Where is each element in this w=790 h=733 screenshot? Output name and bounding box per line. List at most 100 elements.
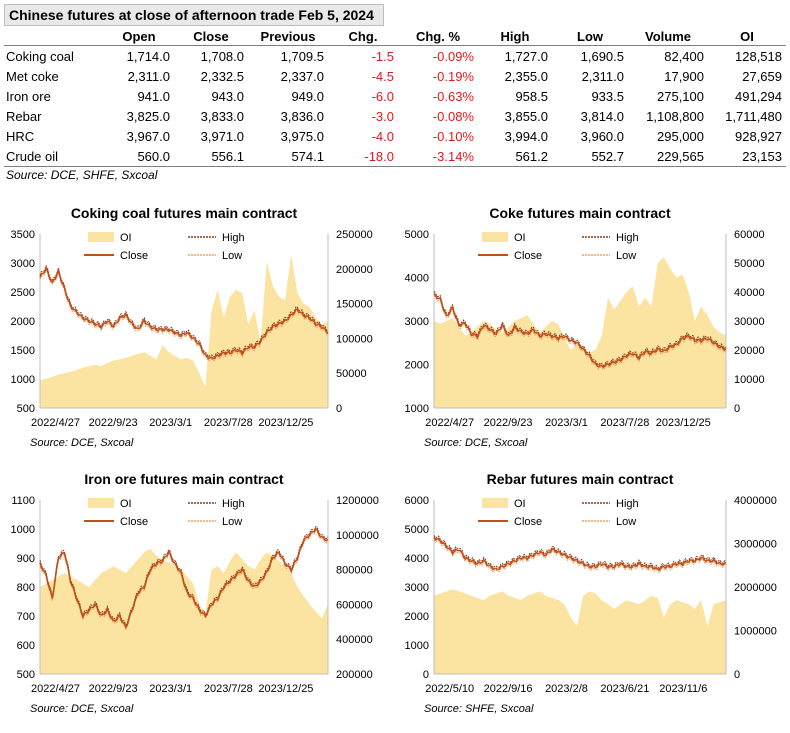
close-line xyxy=(39,266,329,360)
y-left-tick-label: 700 xyxy=(17,611,35,623)
table-cell: -3.0 xyxy=(371,108,394,124)
y-left-tick-label: 800 xyxy=(17,582,35,594)
chart-title: Coking coal futures main contract xyxy=(71,205,298,221)
y-left-tick-label: 500 xyxy=(17,669,35,681)
commodity-name: Coking coal xyxy=(6,48,74,64)
table-cell: 943.0 xyxy=(211,88,244,104)
table-source: Source: DCE, SHFE, Sxcoal xyxy=(6,168,158,182)
x-tick-label: 2023/7/28 xyxy=(204,417,253,429)
table-cell: 295,000 xyxy=(657,128,704,144)
table-cell: 491,294 xyxy=(735,88,782,104)
y-left-tick-label: 1000 xyxy=(11,524,35,536)
y-left-tick-label: 1000 xyxy=(405,640,429,652)
low-line xyxy=(433,295,727,371)
iron-ore-chart-svg: Iron ore futures main contract 500 600 700 8… xyxy=(11,471,379,715)
legend-low-label: Low xyxy=(616,516,636,528)
table-cell: 958.5 xyxy=(515,88,548,104)
y-right-tick-label: 20000 xyxy=(734,345,765,357)
low-line xyxy=(39,530,329,631)
x-tick-label: 2022/9/16 xyxy=(484,683,533,695)
y-right-tick-label: 0 xyxy=(734,403,740,415)
table-cell: 82,400 xyxy=(664,48,704,64)
table-cell: -0.19% xyxy=(432,68,474,84)
table-cell: 949.0 xyxy=(291,88,324,104)
y-left-tick-label: 2500 xyxy=(11,287,35,299)
x-tick-label: 2023/12/25 xyxy=(258,417,313,429)
y-left-tick-label: 500 xyxy=(17,403,35,415)
chart-title: Rebar futures main contract xyxy=(487,471,674,487)
table-cell: 3,960.0 xyxy=(580,128,624,144)
legend-close-label: Close xyxy=(120,516,148,528)
x-tick-label: 2022/9/23 xyxy=(89,683,138,695)
table-cell: 552.7 xyxy=(552,146,628,167)
legend-high-label: High xyxy=(616,232,639,244)
y-right-tick-label: 50000 xyxy=(336,368,367,380)
table-header-row: Open Close Previous Chg. Chg. % High Low… xyxy=(4,27,786,46)
col-header: Open xyxy=(104,27,174,46)
x-tick-label: 2023/3/1 xyxy=(545,417,588,429)
chart-title: Iron ore futures main contract xyxy=(84,471,283,487)
table-cell: 1,690.5 xyxy=(580,48,624,64)
x-tick-label: 2022/9/23 xyxy=(484,417,533,429)
y-left-tick-label: 3000 xyxy=(405,582,429,594)
y-left-tick-label: 3500 xyxy=(11,229,35,241)
table-cell: 928,927 xyxy=(735,128,782,144)
table-cell: 1,714.0 xyxy=(126,48,170,64)
table-cell: 3,814.0 xyxy=(580,108,624,124)
commodity-name: Iron ore xyxy=(6,88,51,104)
futures-table: Open Close Previous Chg. Chg. % High Low… xyxy=(4,27,786,167)
table-cell: 23,153 xyxy=(708,146,786,167)
legend-close-label: Close xyxy=(514,516,542,528)
close-line xyxy=(433,293,727,369)
legend-oi-swatch xyxy=(482,232,508,242)
x-tick-label: 2023/6/21 xyxy=(600,683,649,695)
y-right-tick-label: 10000 xyxy=(734,374,765,386)
y-right-tick-label: 3000000 xyxy=(734,539,777,551)
table-cell: 2,311.0 xyxy=(127,68,170,84)
table-cell: 2,355.0 xyxy=(504,68,548,84)
table-row: Coking coal 1,714.0 1,708.0 1,709.5 -1.5 -0.0… xyxy=(4,46,786,67)
table-cell: 1,709.5 xyxy=(280,48,324,64)
legend-oi-label: OI xyxy=(120,498,132,510)
table-row: Rebar 3,825.0 3,833.0 3,836.0 -3.0 -0.08% 3,85… xyxy=(4,106,786,126)
y-left-tick-label: 3000 xyxy=(405,316,429,328)
y-left-tick-label: 5000 xyxy=(405,229,429,241)
y-right-tick-label: 1000000 xyxy=(734,626,777,638)
y-left-tick-label: 1000 xyxy=(11,374,35,386)
table-cell: 275,100 xyxy=(657,88,704,104)
legend-high-label: High xyxy=(616,498,639,510)
y-right-tick-label: 40000 xyxy=(734,287,765,299)
y-right-tick-label: 0 xyxy=(336,403,342,415)
y-right-tick-label: 400000 xyxy=(336,634,373,646)
table-row: HRC 3,967.0 3,971.0 3,975.0 -4.0 -0.10% 3,994.… xyxy=(4,126,786,146)
table-cell: -0.08% xyxy=(432,108,474,124)
col-header: OI xyxy=(708,27,786,46)
x-tick-label: 2022/4/27 xyxy=(31,417,80,429)
x-tick-label: 2023/3/1 xyxy=(149,683,192,695)
table-cell: 2,311.0 xyxy=(581,68,624,84)
legend-oi-swatch xyxy=(88,498,114,508)
table-cell: 561.2 xyxy=(478,146,552,167)
x-tick-label: 2022/4/27 xyxy=(31,683,80,695)
chart-source: Source: DCE, Sxcoal xyxy=(30,703,134,715)
legend-oi-label: OI xyxy=(514,498,526,510)
coke-chart-svg: Coke futures main contract 1000 2000 3000 40… xyxy=(405,205,765,449)
y-left-tick-label: 0 xyxy=(423,669,429,681)
legend-oi-swatch xyxy=(88,232,114,242)
high-line xyxy=(39,264,329,358)
y-right-tick-label: 250000 xyxy=(336,229,373,241)
table-cell: -18.0 xyxy=(328,146,398,167)
y-right-tick-label: 800000 xyxy=(336,565,373,577)
legend-high-label: High xyxy=(222,498,245,510)
y-left-tick-label: 1000 xyxy=(405,403,429,415)
commodity-name: Met coke xyxy=(6,68,59,84)
table-cell: 3,855.0 xyxy=(504,108,548,124)
coking-coal-chart-svg: Coking coal futures main contract 500 1000… xyxy=(11,205,373,449)
col-header: Chg. % xyxy=(398,27,478,46)
table-title: Chinese futures at close of afternoon tr… xyxy=(9,7,374,23)
col-header: Previous xyxy=(248,27,328,46)
y-right-tick-label: 2000000 xyxy=(734,582,777,594)
table-cell: 556.1 xyxy=(174,146,248,167)
table-cell: 1,708.0 xyxy=(200,48,244,64)
x-tick-label: 2023/3/1 xyxy=(149,417,192,429)
